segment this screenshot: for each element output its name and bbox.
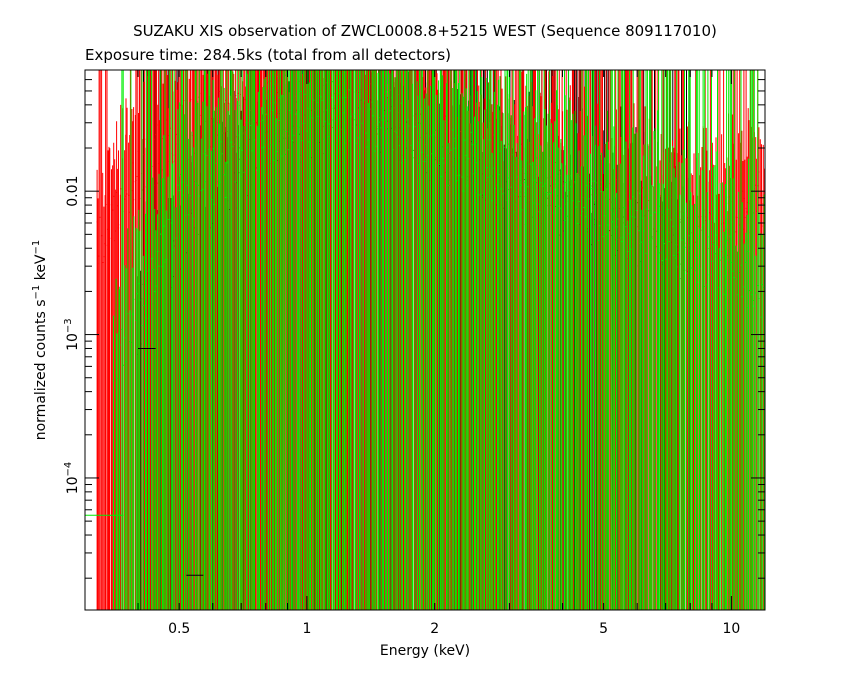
x-tick-label: 5	[599, 621, 608, 637]
chart-subtitle: Exposure time: 284.5ks (total from all d…	[85, 46, 451, 64]
chart-title: SUZAKU XIS observation of ZWCL0008.8+521…	[133, 22, 717, 40]
y-label-mid: keV	[33, 254, 49, 285]
data-layer	[85, 70, 766, 610]
ticks-layer: 0.5 1 2 5 10 0.01 10−3 10−4	[63, 69, 765, 637]
y-tick-label: 0.01	[65, 176, 81, 207]
x-tick-label: 1	[302, 621, 311, 637]
y-label-sup2: −1	[31, 240, 42, 255]
y-label-main: normalized counts s	[33, 299, 49, 440]
y-tick-label: 10−4	[63, 462, 81, 495]
x-tick-label: 0.5	[168, 621, 190, 637]
x-axis-label: Energy (keV)	[380, 643, 470, 659]
series-1	[112, 70, 765, 610]
plot-frame	[84, 69, 766, 611]
y-label-sup1: −1	[31, 285, 42, 300]
x-tick-label: 10	[722, 621, 740, 637]
y-tick-label: 10−3	[63, 318, 81, 351]
y-axis-label: normalized counts s−1 keV−1	[31, 240, 49, 441]
x-tick-label: 2	[430, 621, 439, 637]
